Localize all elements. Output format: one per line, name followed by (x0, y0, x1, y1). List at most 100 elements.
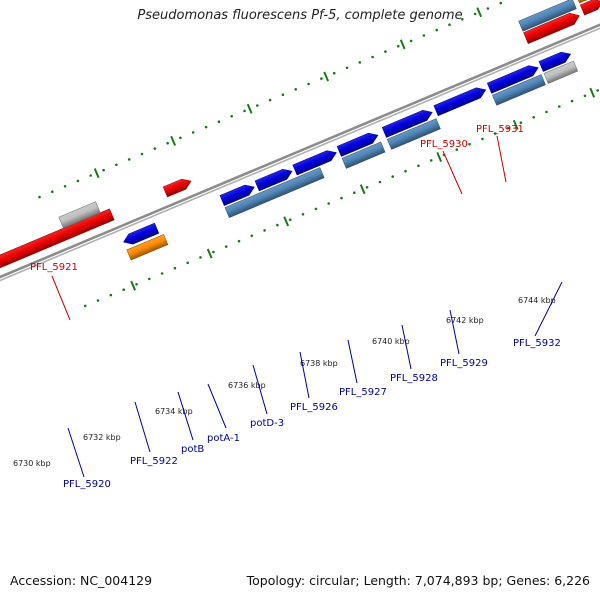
lower-minor-tick (391, 175, 395, 178)
upper-minor-tick (384, 50, 387, 53)
upper-minor-tick (38, 195, 41, 199)
lower-minor-tick (212, 250, 215, 254)
lower-major-tick (589, 87, 596, 98)
lower-minor-tick (570, 99, 574, 103)
leader-line (449, 309, 460, 355)
lower-minor-tick (378, 180, 382, 184)
forward-cds (292, 150, 337, 176)
lower-minor-tick (353, 191, 356, 194)
leader-line (442, 150, 463, 195)
leader-line (534, 281, 563, 337)
lower-minor-tick (468, 142, 471, 146)
lower-minor-tick (481, 137, 484, 141)
upper-minor-tick (89, 174, 92, 177)
accession-text: Accession: NC_004129 (10, 573, 153, 588)
upper-minor-tick (320, 77, 323, 80)
reverse-cds (579, 0, 600, 16)
upper-minor-tick (127, 158, 131, 161)
topology-text: Topology: circular; Length: 7,074,893 bp… (246, 573, 590, 588)
gene-label: PFL_5926 (290, 402, 338, 413)
upper-minor-tick (191, 131, 195, 134)
forward-cds (219, 184, 255, 206)
leader-line (252, 364, 268, 415)
forward-cds (336, 132, 379, 157)
lower-minor-tick (96, 299, 100, 302)
lower-minor-tick (314, 207, 318, 211)
lower-major-tick (130, 280, 137, 291)
gene-label: PFL_5928 (390, 373, 438, 384)
lower-minor-tick (83, 304, 87, 308)
lower-minor-tick (519, 121, 523, 124)
gene-label: PFL_5922 (130, 456, 178, 467)
upper-minor-tick (294, 88, 298, 91)
gene-label: PFL_5929 (440, 358, 488, 369)
misc-feature (58, 201, 101, 229)
lower-minor-tick (109, 293, 113, 297)
upper-minor-tick (204, 125, 208, 129)
labels-layer: 6730 kbp 6732 kbp 6734 kbp 6736 kbp 6738 kbp… (13, 124, 563, 490)
gene-label: potD-3 (250, 418, 284, 429)
gene-feature (386, 118, 441, 150)
backbone-line (0, 27, 600, 282)
map-title: Pseudomonas fluorescens Pf-5, complete g… (137, 8, 463, 23)
lower-minor-tick (301, 213, 305, 216)
leader-line (347, 339, 358, 384)
gene-label: PFL_5920 (63, 479, 111, 490)
lower-major-tick (436, 152, 443, 163)
lower-minor-tick (532, 116, 535, 119)
tick-label: 6734 kbp (155, 407, 193, 416)
leader-line (51, 275, 71, 321)
upper-minor-tick (435, 28, 439, 32)
lower-minor-tick (135, 283, 138, 286)
leader-line (177, 391, 194, 441)
upper-minor-tick (307, 82, 310, 86)
upper-minor-tick (115, 163, 118, 167)
gene-feature (492, 74, 546, 106)
upper-major-tick (476, 7, 483, 18)
gene-feature (341, 141, 386, 169)
upper-minor-tick (422, 34, 426, 37)
leader-line (496, 135, 507, 183)
tick-label: 6730 kbp (13, 459, 51, 468)
upper-major-tick (170, 135, 177, 146)
upper-minor-tick (140, 152, 144, 156)
upper-minor-tick (76, 179, 80, 183)
lower-minor-tick (288, 218, 292, 221)
reverse-cds (523, 12, 580, 44)
upper-major-tick (246, 103, 253, 114)
gene-feature (224, 167, 325, 218)
upper-minor-tick (499, 1, 503, 5)
upper-minor-tick (461, 18, 464, 21)
forward-cds (254, 168, 293, 192)
lower-minor-tick (160, 272, 164, 275)
upper-minor-tick (217, 120, 221, 123)
upper-minor-tick (230, 115, 233, 118)
lower-minor-tick (237, 239, 241, 243)
upper-minor-tick (332, 71, 336, 75)
lower-minor-tick (404, 169, 407, 173)
leader-line (207, 383, 227, 429)
tick-label: 6742 kbp (446, 316, 484, 325)
leader-line (401, 324, 412, 370)
lower-minor-tick (558, 105, 561, 108)
gene-label: PFL_5930 (420, 139, 468, 150)
tick-label: 6738 kbp (300, 359, 338, 368)
backbone-layer (0, 23, 600, 282)
tick-label: 6744 kbp (518, 296, 556, 305)
forward-cds (486, 65, 539, 94)
lower-minor-tick (417, 164, 420, 168)
upper-minor-tick (63, 185, 67, 188)
upper-minor-tick (255, 104, 259, 107)
leader-line (299, 351, 310, 399)
gene-label: potA-1 (207, 433, 240, 444)
tick-label: 6732 kbp (83, 433, 121, 442)
gene-label: PFL_5927 (339, 387, 387, 398)
upper-minor-tick (448, 23, 451, 27)
upper-minor-tick (243, 109, 246, 113)
forward-cds (123, 222, 160, 245)
lower-major-tick (283, 216, 290, 227)
upper-minor-tick (358, 61, 362, 64)
lower-minor-tick (199, 256, 202, 259)
features-layer (0, 0, 600, 280)
